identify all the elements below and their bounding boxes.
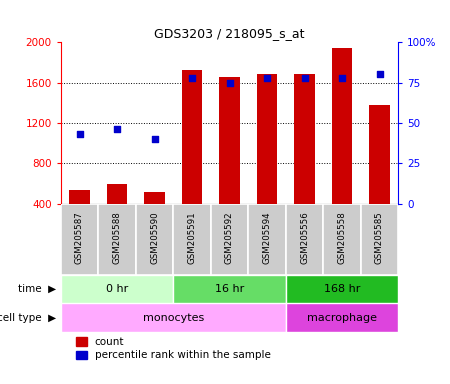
Text: GSM205592: GSM205592 [225,211,234,264]
Bar [286,275,398,303]
Bar [323,204,361,275]
Title: GDS3203 / 218095_s_at: GDS3203 / 218095_s_at [154,26,305,40]
Bar [61,204,98,275]
Bar [369,105,390,204]
Bar [256,74,277,204]
Text: monocytes: monocytes [143,313,204,323]
Text: GSM205556: GSM205556 [300,211,309,264]
Bar [61,275,173,303]
Bar [294,74,315,204]
Bar [144,192,165,204]
Point [263,74,270,81]
Point [113,126,121,132]
Point [189,74,196,81]
Text: GSM205590: GSM205590 [150,211,159,264]
Bar [173,275,286,303]
Bar [286,204,323,275]
Text: GSM205591: GSM205591 [188,211,197,264]
Text: 16 hr: 16 hr [215,284,244,294]
Point [76,131,83,137]
Point [226,79,233,86]
Bar [61,303,286,332]
Point [376,71,383,78]
Bar [332,48,352,204]
Text: cell type  ▶: cell type ▶ [0,313,56,323]
Point [301,74,308,81]
Bar [98,204,136,275]
Text: 168 hr: 168 hr [324,284,360,294]
Text: 0 hr: 0 hr [106,284,128,294]
Bar [182,71,202,204]
Bar [361,204,398,275]
Text: GSM205588: GSM205588 [112,211,122,264]
Bar [136,204,173,275]
Bar [219,76,240,204]
Bar [107,184,127,204]
Bar [286,303,398,332]
Text: GSM205585: GSM205585 [375,211,384,264]
Bar [69,190,90,204]
Point [338,74,346,81]
Bar [211,204,248,275]
Bar [173,204,211,275]
Legend: count, percentile rank within the sample: count, percentile rank within the sample [76,338,271,361]
Bar [248,204,286,275]
Text: GSM205587: GSM205587 [75,211,84,264]
Text: macrophage: macrophage [307,313,377,323]
Point [151,136,158,142]
Text: GSM205558: GSM205558 [338,211,346,264]
Text: time  ▶: time ▶ [18,284,56,294]
Text: GSM205594: GSM205594 [262,211,271,264]
